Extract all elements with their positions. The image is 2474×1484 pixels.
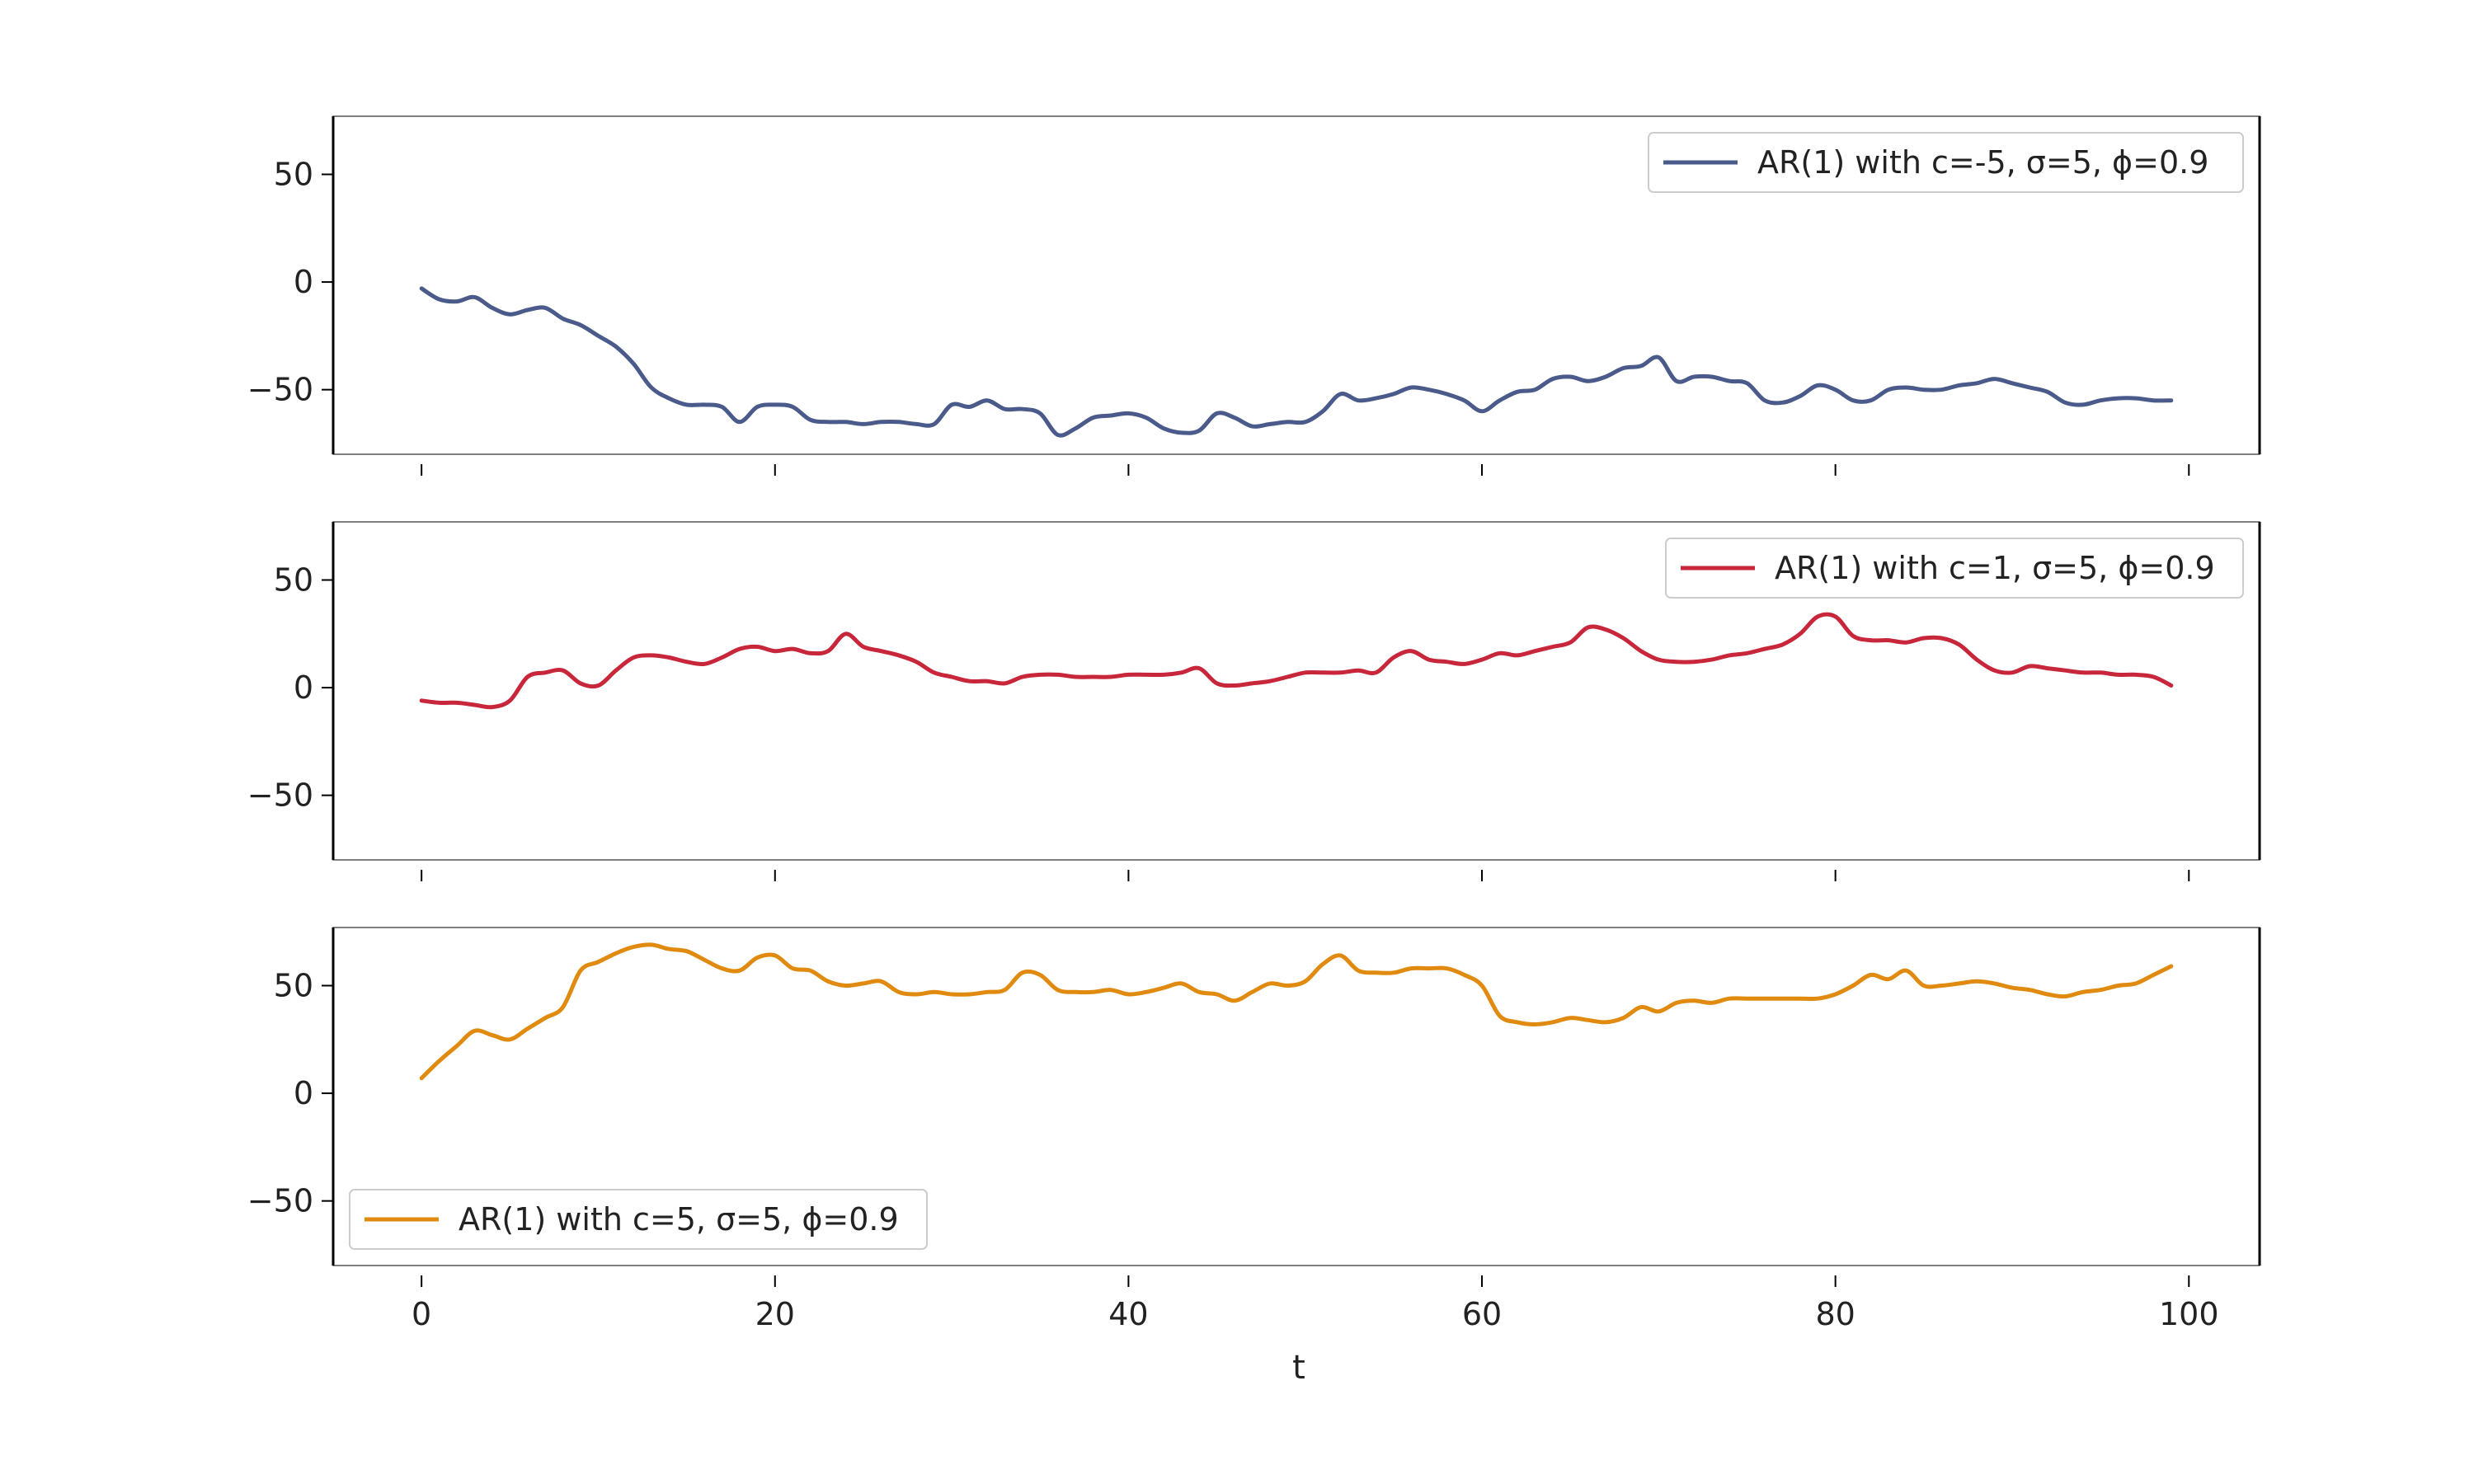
legend: AR(1) with c=-5, σ=5, ϕ=0.9 [1648, 132, 2244, 193]
x-tick-label: 80 [1815, 1296, 1855, 1332]
y-tick-label: 50 [274, 562, 313, 599]
y-tick-label: −50 [247, 372, 313, 408]
y-tick-label: 0 [294, 1075, 313, 1111]
x-tick-label: 0 [412, 1296, 431, 1332]
subplot-2: 50 0 −50 AR(1) with c=1, σ=5, ϕ=0.9 [247, 521, 2261, 881]
legend-label: AR(1) with c=-5, σ=5, ϕ=0.9 [1757, 144, 2208, 181]
y-tick-label: −50 [247, 777, 313, 814]
subplot-panels: 50 0 −50 AR(1) with c=-5, σ=5, ϕ=0.9 50 0 −50 A… [247, 115, 2261, 1332]
x-tick-label: 60 [1462, 1296, 1502, 1332]
legend-box [349, 1189, 928, 1250]
y-tick-label: 0 [294, 264, 313, 300]
x-tick-label: 20 [755, 1296, 795, 1332]
y-tick-label: 50 [274, 968, 313, 1004]
y-tick-label: 50 [274, 157, 313, 193]
legend-label: AR(1) with c=5, σ=5, ϕ=0.9 [459, 1201, 899, 1237]
legend-box [1648, 132, 2244, 193]
subplot-1: 50 0 −50 AR(1) with c=-5, σ=5, ϕ=0.9 [247, 115, 2261, 476]
series-line [419, 612, 2174, 710]
x-tick-label: 100 [2159, 1296, 2219, 1332]
subplot-3: 50 0 −50 0 20 40 60 80 100 AR(1) with c=5, σ=5, ϕ… [247, 927, 2261, 1332]
legend-label: AR(1) with c=1, σ=5, ϕ=0.9 [1775, 550, 2215, 586]
series-line [419, 286, 2174, 438]
series-line [419, 942, 2174, 1081]
x-axis-label: t [1292, 1349, 1305, 1387]
legend-box [1665, 538, 2244, 599]
y-tick-label: −50 [247, 1183, 313, 1219]
y-tick-label: 0 [294, 669, 313, 706]
legend: AR(1) with c=1, σ=5, ϕ=0.9 [1665, 538, 2244, 599]
legend: AR(1) with c=5, σ=5, ϕ=0.9 [349, 1189, 928, 1250]
x-tick-label: 40 [1108, 1296, 1148, 1332]
